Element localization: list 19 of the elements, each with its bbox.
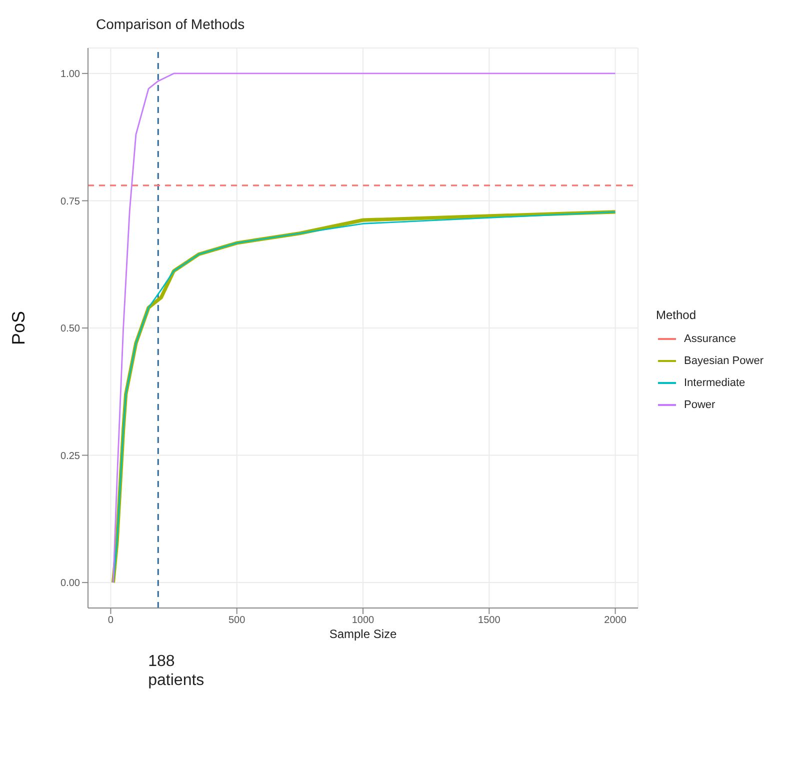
y-tick-label: 1.00 <box>60 69 80 80</box>
x-tick-label: 500 <box>228 615 246 626</box>
x-tick-label: 1500 <box>478 615 501 626</box>
x-axis-title: Sample Size <box>329 627 398 641</box>
legend-label: Power <box>684 399 716 411</box>
x-tick-label: 2000 <box>604 615 627 626</box>
legend-title: Method <box>656 308 698 322</box>
ref-line-label: 188 patients <box>148 653 204 689</box>
legend-label: Intermediate <box>684 377 746 389</box>
legend-label: Bayesian Power <box>684 355 764 367</box>
y-tick-label: 0.00 <box>60 578 80 590</box>
legend-label: Assurance <box>684 333 736 345</box>
x-tick-label: 1000 <box>352 615 375 626</box>
y-tick-label: 0.75 <box>60 196 80 208</box>
y-tick-label: 0.25 <box>60 450 80 462</box>
x-tick-label: 0 <box>108 615 114 626</box>
chart-title: Comparison of Methods <box>96 16 245 32</box>
y-tick-label: 0.50 <box>60 324 80 335</box>
y-axis-title: PoS <box>8 310 28 346</box>
